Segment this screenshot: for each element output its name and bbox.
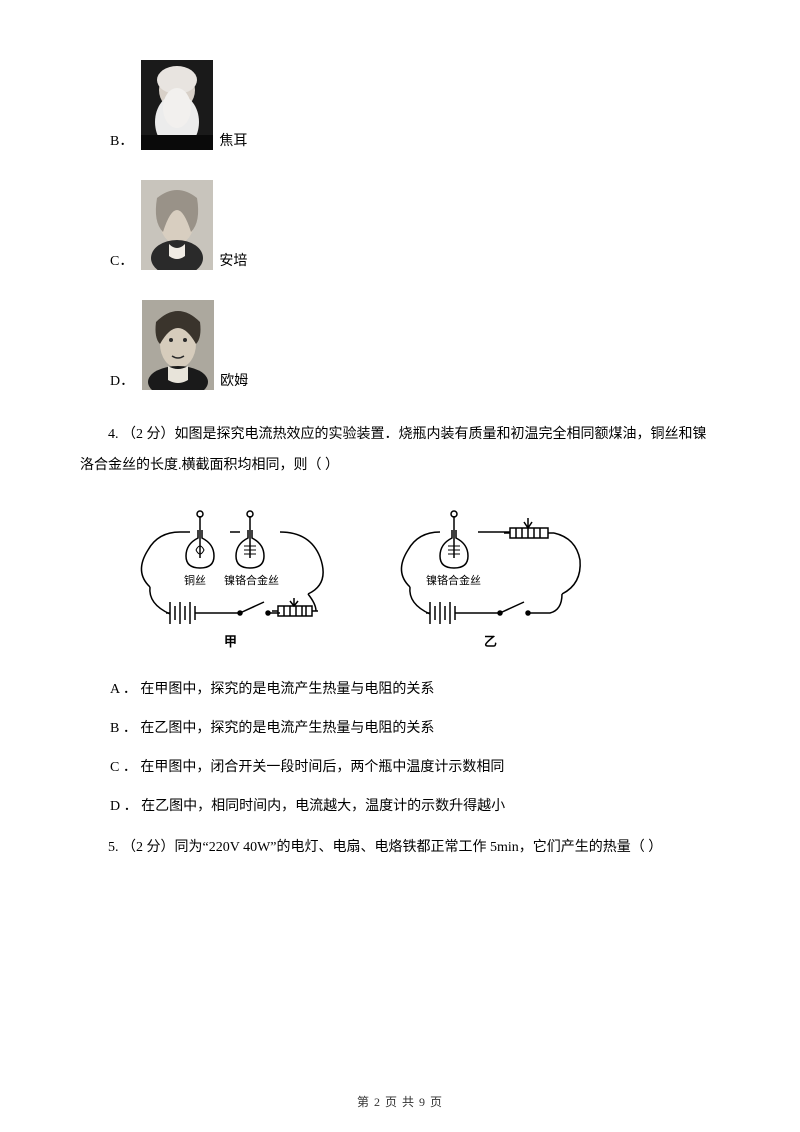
option-d-name: 欧姆 xyxy=(220,370,248,390)
diagram-yi: 镍铬合金丝 乙 xyxy=(390,502,590,652)
page-footer: 第 2 页 共 9 页 xyxy=(0,1093,800,1110)
question-5-text: 5. （2 分）同为“220V 40W”的电灯、电扇、电烙铁都正常工作 5min… xyxy=(80,833,720,864)
option-b-name: 焦耳 xyxy=(219,130,247,150)
option-b-row: B． 焦耳 xyxy=(80,60,720,150)
option-c-letter: C． xyxy=(110,250,133,270)
diagram-row: 铜丝 镍铬合金丝 甲 xyxy=(80,502,720,652)
portrait-joule xyxy=(141,60,213,150)
label-nichrome-r: 镍铬合金丝 xyxy=(426,573,481,587)
q4-option-b: B ． 在乙图中，探究的是电流产生热量与电阻的关系 xyxy=(80,716,720,741)
option-d-letter: D． xyxy=(110,370,134,390)
caption-yi: 乙 xyxy=(484,634,497,649)
q4-option-d: D ． 在乙图中，相同时间内，电流越大，温度计的示数升得越小 xyxy=(80,794,720,819)
option-b-letter: B． xyxy=(110,130,133,150)
option-c-name: 安培 xyxy=(219,250,247,270)
q4-option-c: C ． 在甲图中，闭合开关一段时间后，两个瓶中温度计示数相同 xyxy=(80,755,720,780)
caption-jia: 甲 xyxy=(224,634,237,649)
portrait-ampere xyxy=(141,180,213,270)
label-nichrome-l: 镍铬合金丝 xyxy=(224,573,279,587)
option-d-row: D． 欧姆 xyxy=(80,300,720,390)
label-copper: 铜丝 xyxy=(184,573,206,587)
option-c-row: C． 安培 xyxy=(80,180,720,270)
portrait-ohm xyxy=(142,300,214,390)
question-4-text: 4. （2 分）如图是探究电流热效应的实验装置．烧瓶内装有质量和初温完全相同额煤… xyxy=(80,420,720,482)
q4-option-a: A ． 在甲图中，探究的是电流产生热量与电阻的关系 xyxy=(80,677,720,702)
diagram-jia: 铜丝 镍铬合金丝 甲 xyxy=(130,502,330,652)
